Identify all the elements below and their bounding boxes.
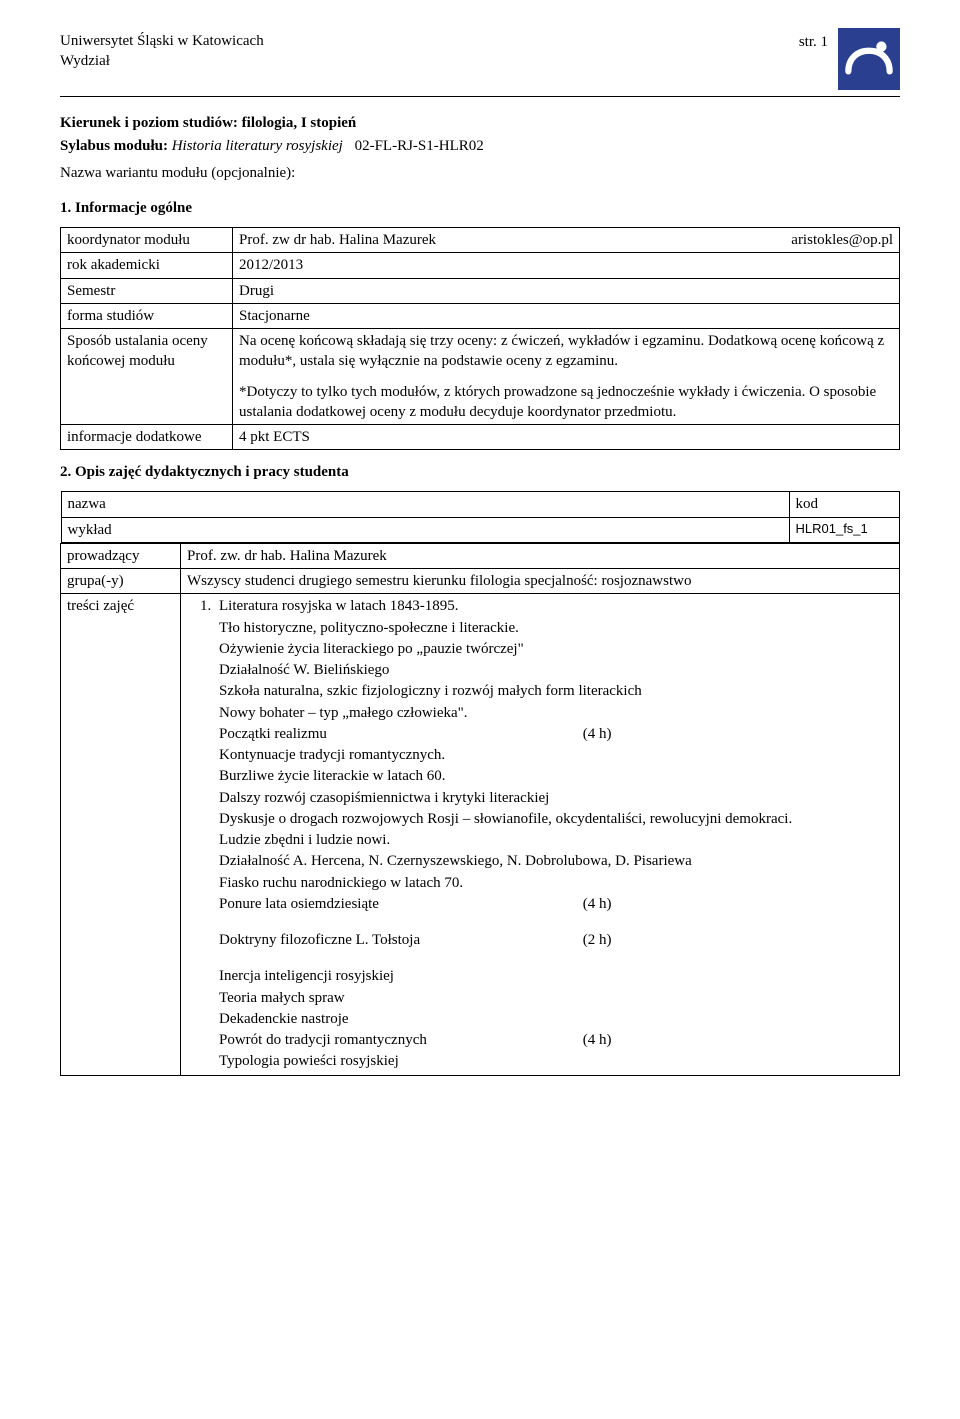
page-header: Uniwersytet Śląski w Katowicach Wydział … (60, 32, 900, 97)
faculty-name: Wydział (60, 52, 264, 72)
spacer (219, 915, 893, 929)
table-row: koordynator modułu Prof. zw dr hab. Hali… (61, 228, 900, 253)
kod-value: HLR01_fs_1 (789, 517, 899, 542)
content-line: Ponure lata osiemdziesiąte (4 h) (219, 894, 893, 914)
grade-p1: Na ocenę końcową składają się trzy oceny… (239, 331, 893, 372)
group-value: Wszyscy studenci drugiego semestru kieru… (181, 569, 900, 594)
sem-value: Drugi (233, 278, 900, 303)
grade-value: Na ocenę końcową składają się trzy oceny… (233, 329, 900, 425)
table-row: Semestr Drugi (61, 278, 900, 303)
content-value: Literatura rosyjska w latach 1843-1895. … (181, 594, 900, 1075)
grade-p2: *Dotyczy to tylko tych modułów, z któryc… (239, 382, 893, 423)
hours-badge: (4 h) (583, 726, 612, 742)
table-row: rok akademicki 2012/2013 (61, 253, 900, 278)
content-line: Kontynuacje tradycji romantycznych. (219, 745, 893, 765)
sem-label: Semestr (61, 278, 233, 303)
form-value: Stacjonarne (233, 303, 900, 328)
year-label: rok akademicki (61, 253, 233, 278)
coord-value: Prof. zw dr hab. Halina Mazurek aristokl… (233, 228, 900, 253)
content-line: Początki realizmu (4 h) (219, 724, 893, 744)
list-item: Literatura rosyjska w latach 1843-1895. … (215, 596, 893, 1071)
table-row: Sposób ustalania oceny końcowej modułu N… (61, 329, 900, 425)
syllabus-module-name: Historia literatury rosyjskiej (172, 138, 343, 154)
content-line: Szkoła naturalna, szkic fizjologiczny i … (219, 681, 893, 701)
table-row: treści zajęć Literatura rosyjska w latac… (61, 594, 900, 1075)
extra-label: informacje dodatkowe (61, 425, 233, 450)
content-line: Działalność A. Hercena, N. Czernyszewski… (219, 851, 893, 871)
content-line: Nowy bohater – typ „małego człowieka". (219, 703, 893, 723)
table-row: informacje dodatkowe 4 pkt ECTS (61, 425, 900, 450)
content-line: Doktryny filozoficzne L. Tołstoja (2 h) (219, 930, 893, 950)
content-line: Tło historyczne, polityczno-społeczne i … (219, 618, 893, 638)
content-line: Dalszy rozwój czasopiśmiennictwa i kryty… (219, 788, 893, 808)
syllabus-code: 02-FL-RJ-S1-HLR02 (355, 138, 484, 155)
info-table: koordynator modułu Prof. zw dr hab. Hali… (60, 227, 900, 450)
content-line: Fiasko ruchu narodnickiego w latach 70. (219, 873, 893, 893)
content-line: Ożywienie życia literackiego po „pauzie … (219, 639, 893, 659)
hours-badge: (2 h) (583, 932, 612, 948)
course-table: nazwa kod wykład HLR01_fs_1 prowadzący P… (60, 491, 900, 1075)
kod-label: kod (789, 492, 899, 517)
lead-label: prowadzący (61, 543, 181, 568)
university-logo-icon (838, 28, 900, 90)
content-label: treści zajęć (61, 594, 181, 1075)
content-line: Ludzie zbędni i ludzie nowi. (219, 830, 893, 850)
hours-badge: (4 h) (583, 896, 612, 912)
content-text: Powrót do tradycji romantycznych (219, 1030, 579, 1050)
coord-email: aristokles@op.pl (791, 230, 893, 250)
content-line: Powrót do tradycji romantycznych (4 h) (219, 1030, 893, 1050)
section-1-heading: 1. Informacje ogólne (60, 200, 900, 217)
spacer (219, 951, 893, 965)
table-row: forma studiów Stacjonarne (61, 303, 900, 328)
table-row: nazwa kod wykład HLR01_fs_1 (61, 491, 900, 543)
syllabus-line: Sylabus modułu: Historia literatury rosy… (60, 138, 900, 155)
coord-label: koordynator modułu (61, 228, 233, 253)
page-number: str. 1 (799, 32, 828, 51)
content-line: Dyskusje o drogach rozwojowych Rosji – s… (219, 809, 893, 829)
lead-value: Prof. zw. dr hab. Halina Mazurek (181, 543, 900, 568)
year-value: 2012/2013 (233, 253, 900, 278)
syllabus-prefix: Sylabus modułu: (60, 138, 168, 154)
content-line: Typologia powieści rosyjskiej (219, 1051, 893, 1071)
content-line: Teoria małych spraw (219, 988, 893, 1008)
hours-badge: (4 h) (583, 1032, 612, 1048)
table-row: grupa(-y) Wszyscy studenci drugiego seme… (61, 569, 900, 594)
content-line: Dekadenckie nastroje (219, 1009, 893, 1029)
coord-name: Prof. zw dr hab. Halina Mazurek (239, 232, 436, 248)
extra-value: 4 pkt ECTS (233, 425, 900, 450)
section-2-heading: 2. Opis zajęć dydaktycznych i pracy stud… (60, 464, 900, 481)
header-right: str. 1 (799, 32, 900, 94)
table-row: prowadzący Prof. zw. dr hab. Halina Mazu… (61, 543, 900, 568)
header-left: Uniwersytet Śląski w Katowicach Wydział (60, 32, 264, 71)
content-text: Ponure lata osiemdziesiąte (219, 894, 579, 914)
name-label: nazwa (61, 492, 789, 517)
group-label: grupa(-y) (61, 569, 181, 594)
content-line: Inercja inteligencji rosyjskiej (219, 966, 893, 986)
form-label: forma studiów (61, 303, 233, 328)
content-text: Doktryny filozoficzne L. Tołstoja (219, 930, 579, 950)
direction-line: Kierunek i poziom studiów: filologia, I … (60, 115, 900, 132)
variant-line: Nazwa wariantu modułu (opcjonalnie): (60, 165, 900, 182)
grade-label: Sposób ustalania oceny końcowej modułu (61, 329, 233, 425)
wyklad-label: wykład (61, 517, 789, 542)
university-name: Uniwersytet Śląski w Katowicach (60, 32, 264, 52)
content-line: Działalność W. Bielińskiego (219, 660, 893, 680)
li1-title: Literatura rosyjska w latach 1843-1895. (219, 598, 459, 614)
content-line: Burzliwe życie literackie w latach 60. (219, 766, 893, 786)
content-text: Początki realizmu (219, 724, 579, 744)
